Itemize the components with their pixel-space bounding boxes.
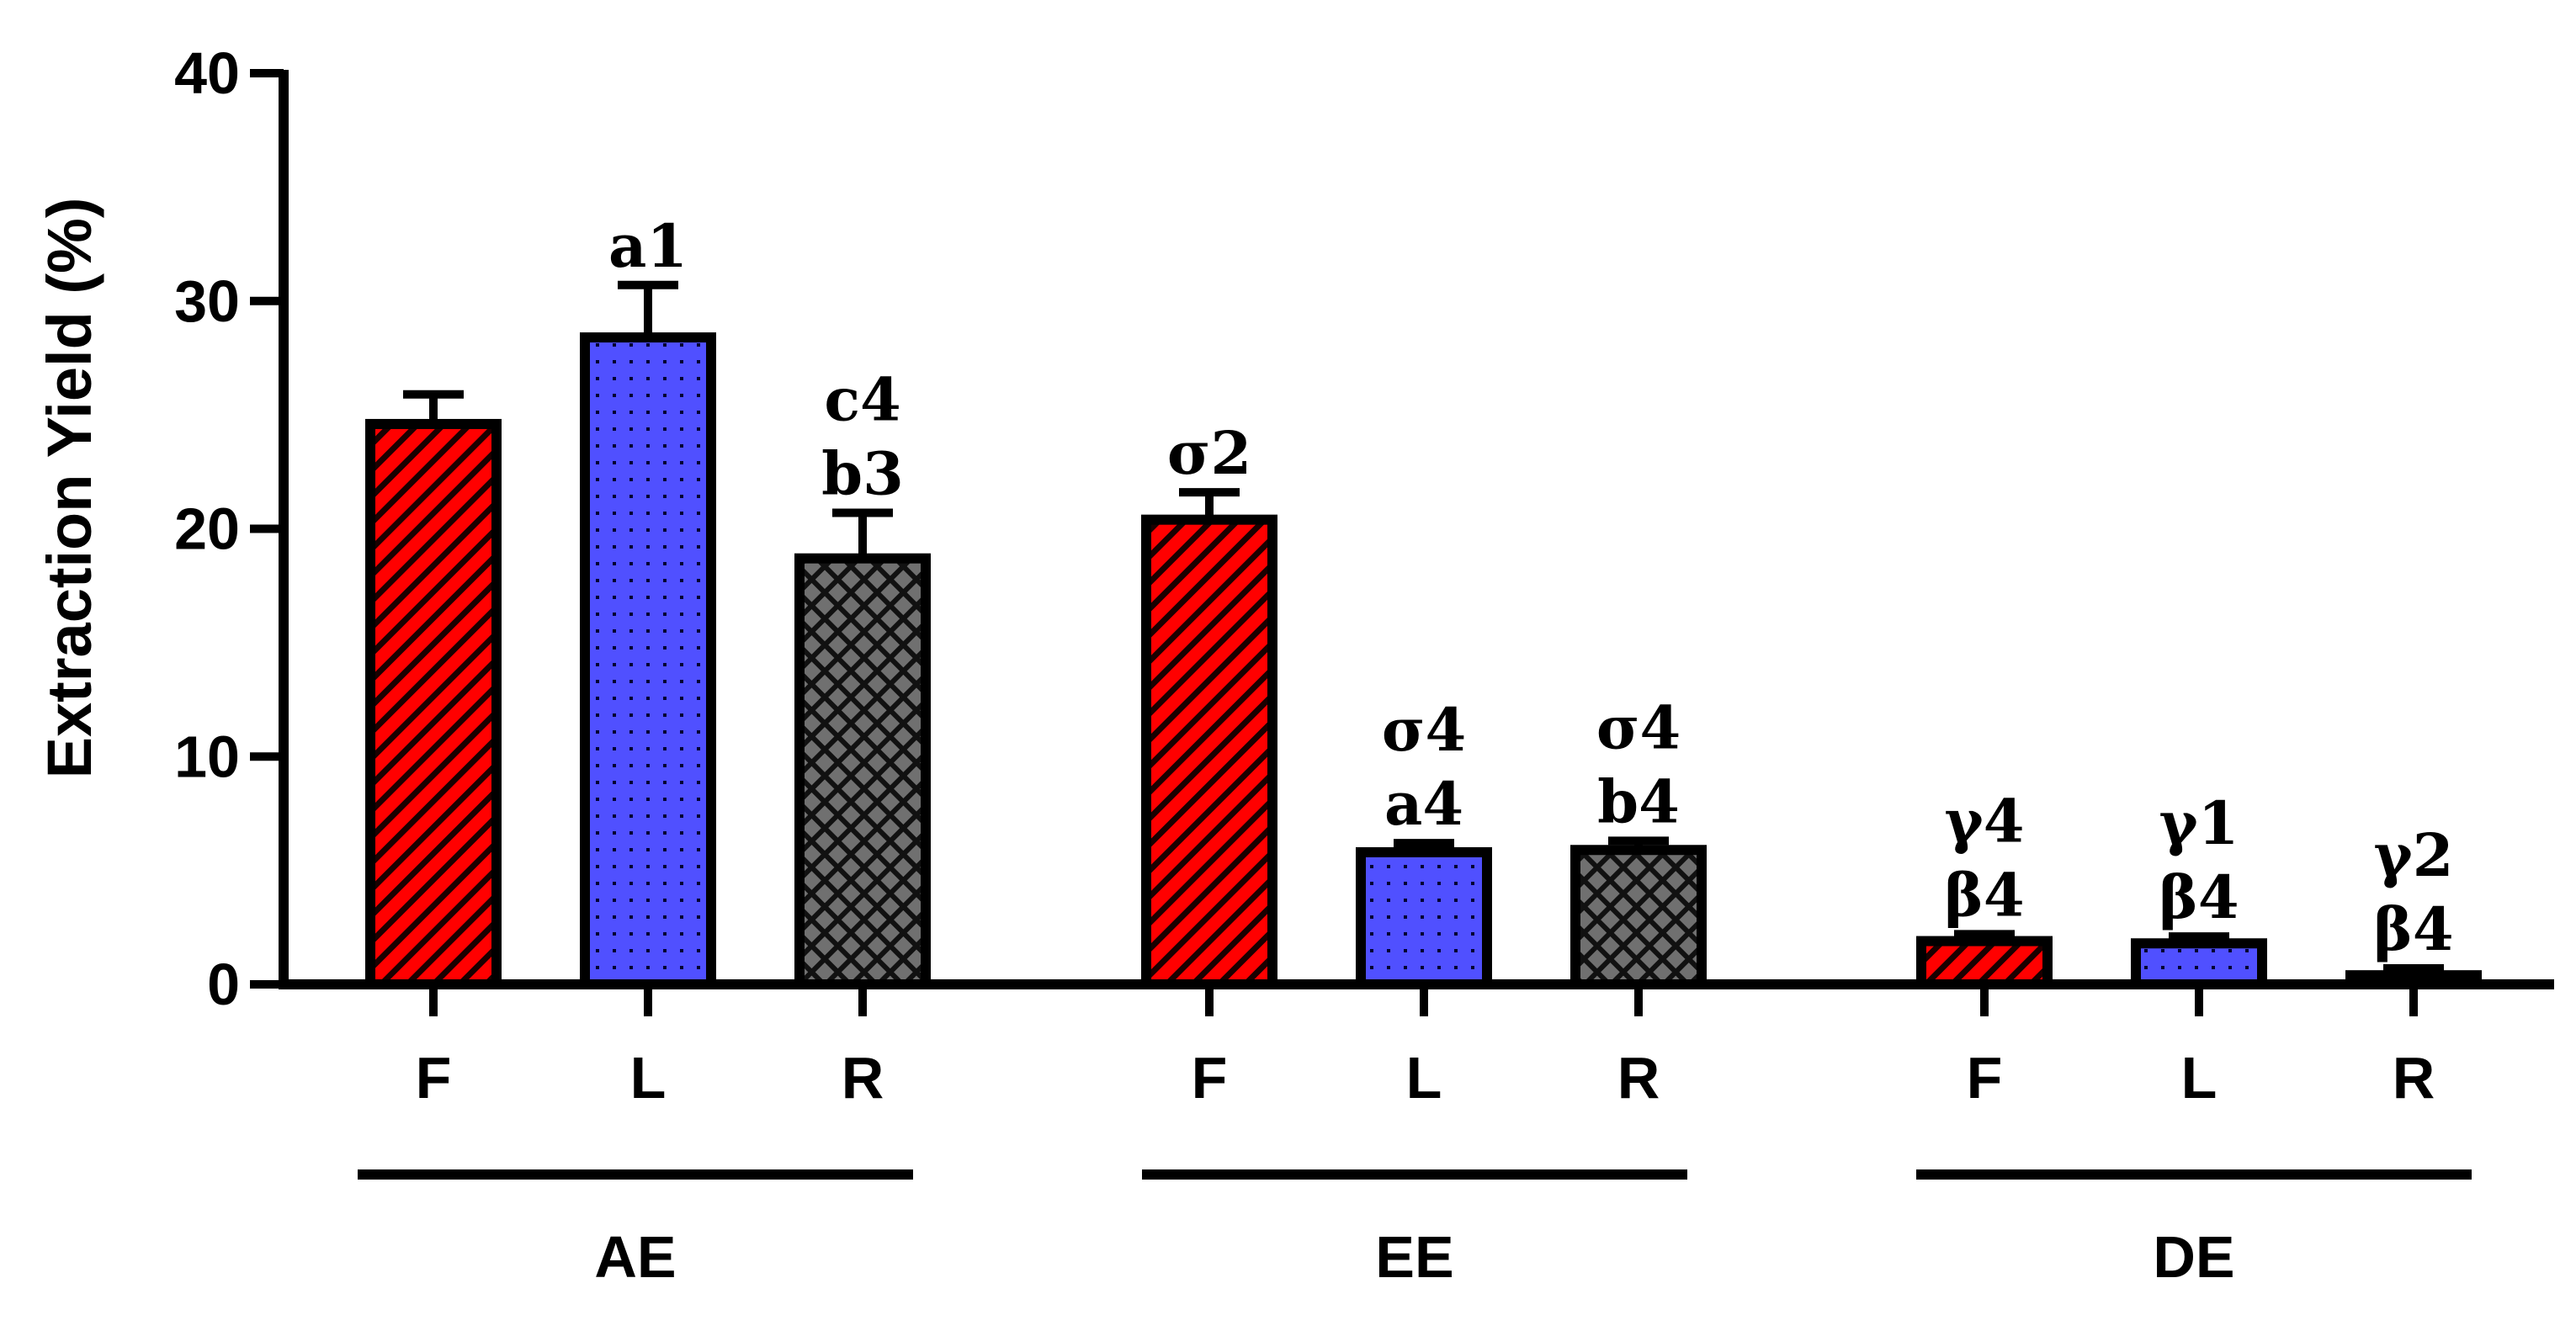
x-tick-label: L	[2181, 1045, 2217, 1111]
significance-label: β4	[1944, 860, 2024, 930]
bar-ee-f	[1141, 514, 1277, 989]
x-tick-label: F	[1192, 1045, 1228, 1111]
y-tick-label: 0	[207, 952, 240, 1017]
bar-de-l	[2131, 938, 2267, 990]
significance-label: a1	[608, 211, 688, 281]
bar-ae-l	[580, 332, 716, 989]
x-tick-label: R	[1617, 1045, 1660, 1111]
group-label-de: DE	[2153, 1224, 2234, 1290]
y-tick-label: 30	[174, 268, 240, 334]
significance-label: a4	[1384, 769, 1463, 839]
group-label-ae: AE	[594, 1224, 676, 1290]
significance-label: γ4	[1945, 786, 2025, 856]
x-axis: F L R AE F L R EE F L R DE	[279, 979, 2554, 1290]
significance-label: c4	[824, 365, 900, 435]
x-tick-label: L	[630, 1045, 667, 1111]
bar-ee-l	[1356, 846, 1492, 990]
bar-ae-r	[794, 553, 931, 989]
y-axis: 0 10 20 30 40	[174, 40, 289, 1017]
significance-label: b4	[1597, 766, 1680, 836]
significance-label: β4	[2159, 862, 2239, 932]
significance-label: b3	[821, 439, 904, 509]
bar-de-f	[1916, 936, 2053, 989]
significance-label: σ2	[1167, 418, 1251, 488]
significance-label: γ1	[2159, 788, 2239, 858]
x-tick-label: R	[2393, 1045, 2435, 1111]
y-tick-label: 20	[174, 496, 240, 562]
significance-label: γ2	[2374, 820, 2454, 890]
significance-label: σ4	[1596, 692, 1681, 762]
x-tick-label: F	[416, 1045, 452, 1111]
y-axis-title: Extraction Yield (%)	[35, 198, 104, 779]
x-tick-label: L	[1406, 1045, 1442, 1111]
significance-label: β4	[2373, 894, 2453, 964]
x-tick-label: F	[1967, 1045, 2003, 1111]
significance-label: σ4	[1382, 695, 1466, 765]
y-tick-label: 40	[174, 40, 240, 106]
group-label-ee: EE	[1375, 1224, 1453, 1290]
bar-ae-f	[365, 418, 502, 989]
y-tick-label: 10	[174, 724, 240, 789]
x-tick-label: R	[842, 1045, 884, 1111]
bar-ee-r	[1570, 845, 1707, 989]
